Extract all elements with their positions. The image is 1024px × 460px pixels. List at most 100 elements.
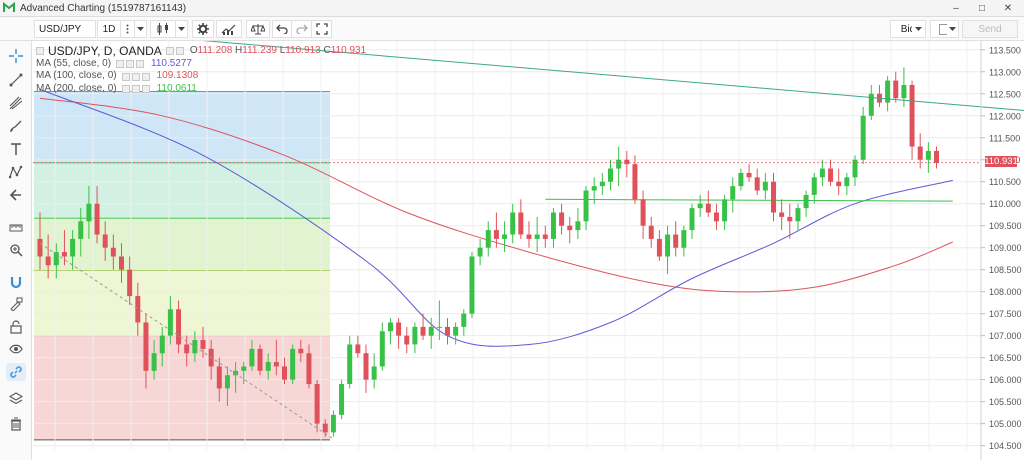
legend-ma100-row[interactable]: MA (100, close, 0) 109.1308 — [36, 70, 370, 83]
pitchfork-icon[interactable] — [6, 94, 26, 112]
candle-body — [445, 326, 450, 336]
candle-body — [119, 256, 124, 270]
undo-icon[interactable] — [272, 20, 292, 38]
interval-menu-icon[interactable] — [121, 20, 135, 38]
candle — [119, 243, 124, 283]
crosshair-icon[interactable] — [6, 47, 26, 65]
candle-body — [159, 335, 165, 354]
minimize-icon[interactable]: – — [953, 2, 959, 14]
fib-zone — [34, 335, 330, 440]
swatch-dropdown-icon[interactable] — [947, 20, 959, 38]
legend-settings-icon[interactable] — [175, 47, 184, 56]
magnet-icon[interactable] — [6, 273, 26, 291]
candle — [45, 234, 51, 279]
lock-draw-icon[interactable] — [6, 295, 26, 313]
maximize-icon[interactable]: □ — [978, 2, 986, 14]
legend-ma55-row[interactable]: MA (55, close, 0) 110.5277 — [36, 58, 370, 71]
candle-body — [298, 348, 304, 354]
layers-icon[interactable] — [6, 390, 26, 408]
legend-visibility-icon[interactable] — [165, 47, 174, 56]
settings-gear-icon[interactable] — [192, 20, 214, 38]
trash-icon[interactable] — [6, 415, 26, 433]
trendline-icon[interactable] — [6, 71, 26, 89]
price-chart[interactable]: 113.500113.000112.500112.000111.500111.0… — [33, 41, 1024, 460]
candle — [436, 300, 442, 341]
candle — [697, 194, 703, 217]
candle — [860, 106, 866, 165]
indicators-icon[interactable] — [216, 20, 242, 38]
window-titlebar: Advanced Charting (1519787161143) – □ ✕ — [0, 0, 1024, 17]
candle-body — [436, 326, 442, 328]
interval-dropdown-icon[interactable] — [135, 20, 147, 38]
candle — [363, 344, 369, 393]
candle — [779, 199, 785, 231]
candle-body — [648, 225, 654, 239]
ruler-icon[interactable] — [6, 218, 26, 236]
price-tick-label: 105.500 — [989, 397, 1022, 407]
candle — [339, 379, 345, 420]
candle-body — [412, 326, 418, 345]
back-arrow-icon[interactable] — [6, 186, 26, 204]
candle-body — [355, 344, 361, 354]
candle — [616, 146, 622, 187]
candle — [705, 190, 711, 217]
ma55-name: MA (55, close, 0) — [36, 57, 112, 69]
candle-body — [575, 221, 581, 231]
ma55-eye-icon[interactable] — [116, 60, 125, 69]
candle — [510, 203, 516, 244]
candle — [371, 353, 377, 389]
compare-scales-icon[interactable] — [246, 20, 270, 38]
ma55-settings-icon[interactable] — [126, 60, 135, 69]
ma200-eye-icon[interactable] — [121, 85, 130, 94]
candle-body — [453, 326, 459, 336]
candle — [836, 168, 842, 195]
price-tick-label: 107.000 — [989, 331, 1022, 341]
candle-body — [184, 344, 190, 354]
ma200-settings-icon[interactable] — [131, 85, 140, 94]
candle-body — [705, 203, 711, 213]
ma55-close-icon[interactable] — [136, 60, 145, 69]
candle — [909, 80, 915, 160]
candle-body — [387, 322, 393, 332]
text-icon[interactable] — [6, 140, 26, 158]
price-tick-label: 108.000 — [989, 287, 1022, 297]
fullscreen-icon[interactable] — [312, 20, 332, 38]
eye-icon[interactable] — [6, 340, 26, 358]
ma100-close-icon[interactable] — [141, 72, 150, 81]
bid-dropdown-icon[interactable] — [912, 20, 926, 38]
zoom-icon[interactable] — [6, 241, 26, 259]
ma100-eye-icon[interactable] — [121, 72, 130, 81]
candle-body — [689, 208, 695, 231]
redo-icon[interactable] — [292, 20, 312, 38]
candle — [599, 172, 605, 195]
brush-icon[interactable] — [6, 117, 26, 135]
interval-button[interactable]: 1D — [97, 20, 121, 38]
lock-icon[interactable] — [6, 318, 26, 336]
legend-ma200-row[interactable]: MA (200, close, 0) 110.0611 — [36, 83, 370, 96]
close-icon[interactable]: ✕ — [1003, 2, 1013, 14]
candle-body — [934, 150, 939, 163]
candle-style-icon[interactable] — [150, 20, 176, 38]
candle-body — [151, 353, 157, 371]
candle — [575, 208, 581, 239]
candle-body — [265, 362, 271, 371]
candle-body — [282, 366, 287, 380]
pattern-icon[interactable] — [6, 163, 26, 181]
ma200-close-icon[interactable] — [141, 85, 150, 94]
symbol-search-input[interactable]: USD/JPY — [34, 20, 96, 38]
send-button[interactable]: Send — [962, 20, 1018, 38]
candle-body — [901, 84, 907, 99]
candle — [61, 230, 67, 266]
current-price-label: 110.931 — [984, 156, 1018, 167]
candle-body — [567, 225, 573, 231]
collapse-legend-icon[interactable] — [36, 47, 44, 56]
legend-symbol: USD/JPY, D, OANDA — [48, 44, 162, 58]
candle — [379, 322, 385, 371]
candle-body — [868, 93, 874, 116]
candle — [347, 335, 353, 389]
ma100-settings-icon[interactable] — [131, 72, 140, 81]
candle-body — [249, 348, 255, 367]
link-icon[interactable] — [6, 363, 26, 381]
chart-type-dropdown-icon[interactable] — [176, 20, 188, 38]
price-tick-label: 105.000 — [989, 419, 1022, 429]
